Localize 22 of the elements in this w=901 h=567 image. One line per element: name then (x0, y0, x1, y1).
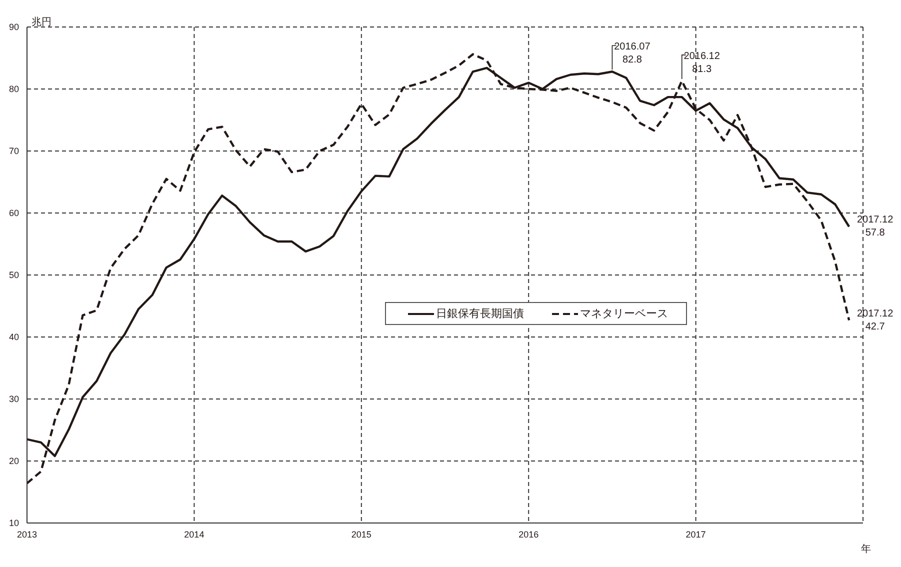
annotation: 2016.12 81.3 (684, 50, 720, 75)
annotation: 2016.07 82.8 (614, 42, 651, 66)
y-tick-label: 70 (8, 146, 19, 156)
x-tick-label: 2017 (686, 529, 706, 540)
x-tick-label: 2015 (351, 529, 372, 540)
y-tick-label: 50 (8, 270, 19, 280)
x-tick-label: 2014 (184, 529, 204, 540)
legend-label: 日銀保有長期国債 (435, 307, 524, 321)
y-tick-label: 90 (8, 22, 19, 32)
annotation: 2017.12 57.8 (856, 214, 894, 239)
x-tick-label: 2016 (518, 529, 539, 540)
y-axis-title: 兆円 (32, 16, 52, 28)
legend-label: マネタリーベース (579, 307, 668, 321)
x-axis-title: 年 (861, 543, 871, 555)
y-tick-label: 10 (8, 518, 19, 528)
x-tick-label: 2013 (16, 529, 38, 540)
y-tick-label: 20 (8, 456, 19, 466)
y-tick-label: 80 (8, 84, 19, 94)
y-tick-label: 30 (8, 394, 19, 404)
annotation: 2017.12 42.7 (856, 308, 894, 332)
y-tick-label: 60 (8, 208, 19, 218)
y-tick-label: 40 (8, 332, 19, 342)
